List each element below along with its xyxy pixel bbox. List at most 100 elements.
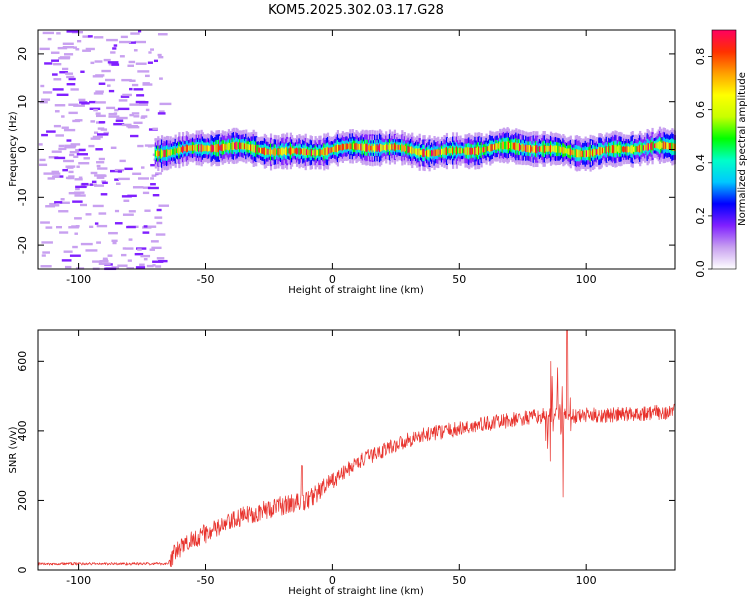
snr-x-tick-label: -50 — [197, 574, 215, 587]
noise-cell — [80, 70, 85, 73]
noise-cell — [98, 157, 105, 161]
signal-cell — [653, 143, 657, 149]
noise-cell — [72, 245, 78, 249]
snr-x-tick-label: 50 — [452, 574, 466, 587]
signal-cell — [395, 144, 398, 150]
signal-cell — [418, 148, 421, 157]
signal-cell — [329, 147, 332, 153]
signal-cell — [359, 143, 362, 150]
signal-cell — [183, 146, 186, 152]
noise-cell — [144, 209, 151, 212]
noise-cell — [69, 153, 75, 157]
noise-cell — [118, 99, 128, 102]
signal-cell — [665, 142, 668, 149]
noise-cell — [107, 254, 113, 257]
noise-cell — [121, 78, 132, 82]
signal-cell — [570, 149, 574, 155]
signal-cell — [554, 145, 558, 153]
signal-cell — [195, 143, 198, 152]
signal-cell — [429, 150, 432, 156]
noise-cell — [123, 199, 130, 202]
noise-cell — [90, 120, 96, 123]
signal-cell — [201, 144, 205, 152]
signal-cell — [461, 148, 465, 154]
noise-cell — [52, 172, 61, 175]
signal-cell — [496, 143, 499, 150]
signal-cell — [489, 144, 492, 153]
noise-cell — [101, 180, 107, 183]
signal-cell — [169, 148, 172, 156]
noise-cell — [47, 177, 55, 180]
signal-cell — [349, 142, 352, 151]
noise-cell — [133, 88, 144, 91]
noise-cell — [91, 180, 97, 184]
noise-cell — [78, 162, 90, 165]
noise-cell — [65, 72, 74, 75]
noise-cell — [111, 239, 118, 243]
signal-cell — [572, 150, 575, 155]
noise-cell — [90, 171, 98, 175]
noise-cell — [133, 49, 138, 52]
signal-cell — [199, 145, 202, 151]
noise-cell — [152, 153, 157, 156]
noise-cell — [118, 177, 130, 181]
noise-cell — [136, 94, 145, 97]
noise-cell — [103, 131, 109, 135]
signal-cell — [261, 147, 264, 154]
signal-cell — [635, 146, 638, 153]
signal-cell — [225, 144, 228, 150]
signal-cell — [184, 146, 187, 152]
noise-cell — [156, 208, 162, 212]
signal-cell — [583, 150, 586, 158]
noise-cell — [66, 83, 76, 86]
signal-cell — [205, 145, 208, 152]
noise-cell — [134, 40, 147, 44]
noise-cell — [108, 89, 115, 93]
signal-cell — [165, 149, 169, 158]
noise-cell — [54, 110, 60, 113]
signal-cell — [312, 150, 315, 156]
noise-cell — [112, 47, 117, 50]
noise-cell — [46, 130, 56, 133]
noise-cell — [96, 164, 101, 168]
signal-cell — [174, 147, 177, 155]
noise-cell — [47, 37, 52, 41]
noise-cell — [125, 247, 134, 250]
signal-cell — [573, 150, 576, 156]
noise-cell — [94, 222, 99, 225]
noise-cell — [61, 259, 72, 262]
signal-cell — [541, 145, 544, 153]
signal-cell — [361, 143, 364, 152]
noise-cell — [74, 194, 86, 197]
spectrogram-y-tick-label: 20 — [16, 47, 29, 61]
signal-cell — [511, 142, 514, 150]
snr-y-ticks: 0 200 400 600 — [16, 351, 675, 574]
noise-cell — [113, 44, 118, 47]
noise-cell — [110, 51, 116, 54]
noise-cell — [150, 177, 154, 180]
signal-cell — [381, 144, 384, 151]
signal-cell — [365, 143, 368, 152]
signal-cell — [630, 145, 633, 154]
signal-cell — [595, 148, 598, 156]
noise-cell — [113, 112, 118, 115]
signal-cell — [647, 143, 650, 151]
noise-cell — [152, 264, 156, 267]
noise-cell — [62, 168, 68, 172]
signal-cell — [580, 151, 584, 157]
signal-cell — [227, 142, 231, 151]
signal-cell — [619, 145, 622, 153]
signal-cell — [652, 143, 655, 149]
snr-x-axis-label: Height of straight line (km) — [288, 586, 424, 597]
signal-cell — [245, 142, 248, 151]
noise-cell — [90, 137, 101, 140]
signal-cell — [216, 144, 219, 153]
noise-cell — [93, 92, 104, 95]
noise-cell — [51, 170, 60, 174]
noise-cell — [114, 222, 123, 225]
signal-cell — [422, 148, 425, 157]
signal-cell — [639, 144, 642, 153]
noise-cell — [96, 176, 105, 179]
noise-cell — [146, 264, 154, 268]
